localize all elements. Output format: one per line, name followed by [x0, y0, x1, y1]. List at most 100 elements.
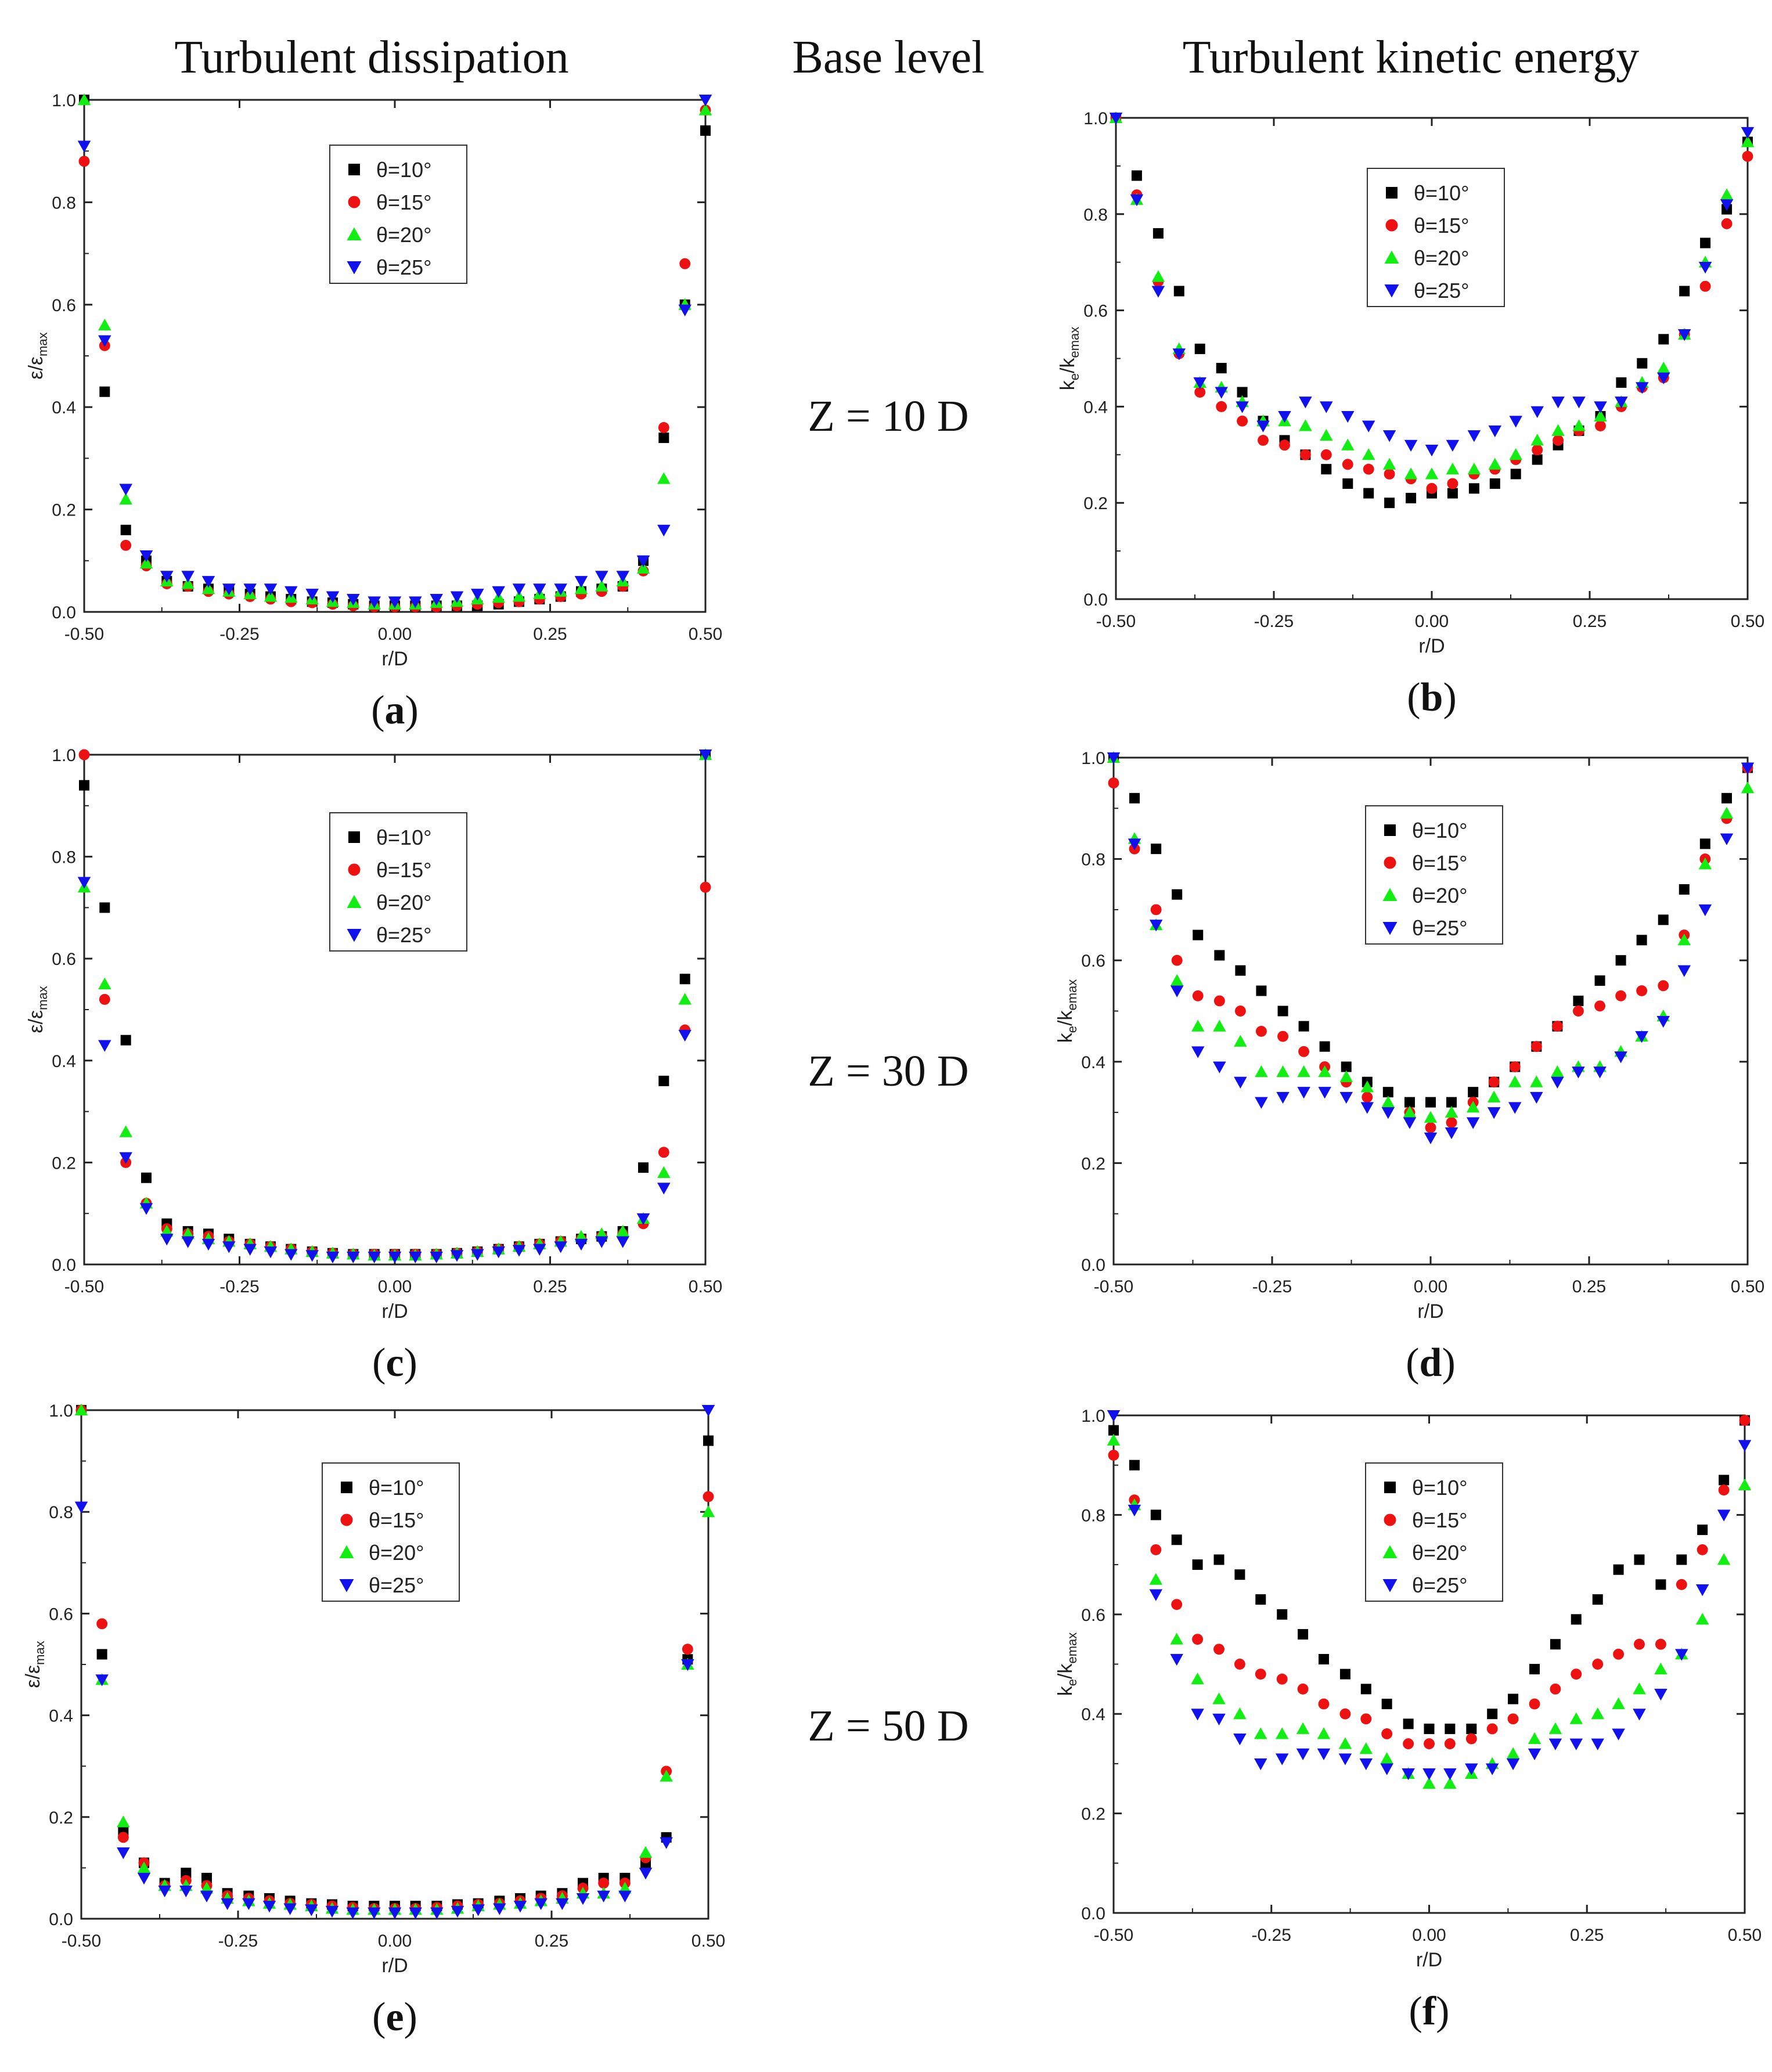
legend-marker-theta10: [341, 1482, 352, 1493]
data-point-theta25: [388, 596, 402, 608]
legend-entry: θ=20°: [1412, 1541, 1467, 1565]
data-point-theta20: [1508, 1075, 1522, 1087]
data-point-theta10: [1655, 1579, 1666, 1590]
data-point-theta25: [1107, 1410, 1121, 1422]
y-tick-label: 0.4: [1081, 1705, 1105, 1724]
y-tick-label: 1.0: [1081, 1407, 1105, 1426]
data-point-theta15: [1339, 1708, 1351, 1720]
data-point-theta25: [160, 1234, 174, 1246]
data-point-theta10: [1277, 1609, 1288, 1620]
x-tick-label: -0.50: [64, 625, 104, 644]
data-point-theta25: [283, 1903, 297, 1915]
data-point-theta25: [1445, 1127, 1458, 1140]
legend-entry: θ=15°: [1412, 851, 1467, 875]
data-point-theta25: [1569, 1738, 1583, 1750]
x-tick-label: -0.50: [62, 1932, 101, 1951]
y-axis-label-subscript: emax: [1067, 327, 1082, 358]
data-point-theta25: [368, 1251, 381, 1264]
y-tick-label: 0.2: [52, 1154, 76, 1173]
x-tick-label: -0.25: [219, 625, 259, 644]
data-point-theta10: [1676, 1554, 1687, 1565]
y-axis-label-part: ε/ε: [22, 1665, 44, 1688]
data-point-theta25: [533, 1244, 546, 1256]
data-point-theta25: [1191, 1709, 1204, 1721]
data-point-theta10: [1342, 478, 1353, 489]
data-point-theta20: [1446, 462, 1460, 475]
data-point-theta15: [1634, 1638, 1645, 1650]
data-point-theta25: [284, 586, 298, 598]
data-point-theta15: [1571, 1669, 1582, 1680]
data-point-theta25: [1657, 372, 1670, 384]
data-point-theta25: [698, 95, 712, 107]
data-point-theta15: [96, 1618, 108, 1630]
x-tick-label: -0.25: [1254, 612, 1294, 631]
data-point-theta20: [1741, 135, 1755, 147]
data-point-theta10: [120, 1035, 131, 1046]
data-point-theta10: [1173, 286, 1184, 297]
y-axis-label-subscript: max: [33, 1641, 47, 1665]
data-point-theta20: [1254, 1727, 1267, 1739]
x-tick-label: -0.50: [1094, 1277, 1133, 1296]
data-point-theta20: [1443, 1776, 1457, 1789]
x-tick-label: 0.25: [535, 1932, 568, 1951]
data-point-theta20: [1654, 1662, 1667, 1675]
data-point-theta20: [1320, 428, 1333, 441]
x-axis-label: r/D: [1418, 635, 1445, 657]
data-point-theta15: [1255, 1025, 1267, 1037]
data-point-theta15: [1276, 1673, 1288, 1685]
data-point-theta15: [1342, 459, 1353, 470]
data-point-theta10: [1466, 1723, 1477, 1734]
data-point-theta10: [1256, 985, 1267, 996]
legend-entry: θ=25°: [376, 255, 431, 279]
data-point-theta25: [1698, 261, 1712, 274]
data-point-theta25: [1256, 420, 1270, 433]
data-point-theta20: [636, 561, 650, 574]
x-tick-label: 0.50: [691, 1932, 725, 1951]
y-axis-label-part: k: [1057, 380, 1079, 390]
y-tick-label: 0.8: [49, 1503, 73, 1522]
data-point-theta15: [1297, 1683, 1309, 1695]
data-point-theta20: [1170, 974, 1184, 986]
x-axis-label: r/D: [1417, 1300, 1443, 1323]
y-axis-label: ke/kemax: [1054, 1633, 1079, 1696]
data-point-theta25: [430, 1907, 444, 1919]
data-point-theta20: [1591, 1707, 1604, 1720]
data-point-theta10: [1213, 1554, 1224, 1565]
series-points: [77, 748, 712, 1264]
data-point-theta10: [1129, 1460, 1140, 1471]
data-point-theta10: [1172, 889, 1183, 900]
legend-entry: θ=20°: [1414, 246, 1469, 270]
data-point-theta25: [450, 591, 464, 603]
legend-marker-theta15: [340, 1514, 353, 1526]
y-axis-label: ke/kemax: [1057, 327, 1082, 391]
data-point-theta15: [1655, 1638, 1666, 1650]
data-point-theta10: [1573, 996, 1584, 1007]
x-tick-label: 0.50: [689, 1277, 722, 1296]
data-point-theta20: [98, 318, 111, 331]
legend-marker-theta10: [348, 164, 360, 175]
data-point-theta25: [1236, 401, 1249, 413]
data-point-theta15: [99, 993, 110, 1005]
data-point-theta25: [1382, 430, 1396, 442]
data-point-theta25: [1296, 1748, 1310, 1761]
data-point-theta10: [700, 125, 711, 136]
data-point-theta25: [1487, 1107, 1501, 1119]
data-point-theta15: [117, 1832, 129, 1843]
data-point-theta15: [1108, 777, 1119, 789]
data-point-theta10: [1363, 488, 1374, 499]
data-point-theta25: [657, 1183, 671, 1195]
header-turbulent-kinetic-energy: Turbulent kinetic energy: [1183, 32, 1640, 83]
legend-entry: θ=25°: [1412, 916, 1467, 940]
data-point-theta10: [1108, 1425, 1119, 1436]
data-point-theta20: [574, 582, 588, 594]
y-tick-label: 0.8: [52, 848, 76, 867]
data-point-theta10: [1571, 1614, 1582, 1625]
legend-entry: θ=10°: [1412, 819, 1467, 842]
data-point-theta20: [1548, 1722, 1562, 1734]
data-point-theta25: [347, 593, 360, 606]
data-point-theta25: [119, 1152, 132, 1164]
x-tick-label: 0.25: [533, 625, 567, 644]
data-point-theta25: [347, 1251, 360, 1264]
y-axis-label-part: /k: [1054, 1663, 1076, 1679]
